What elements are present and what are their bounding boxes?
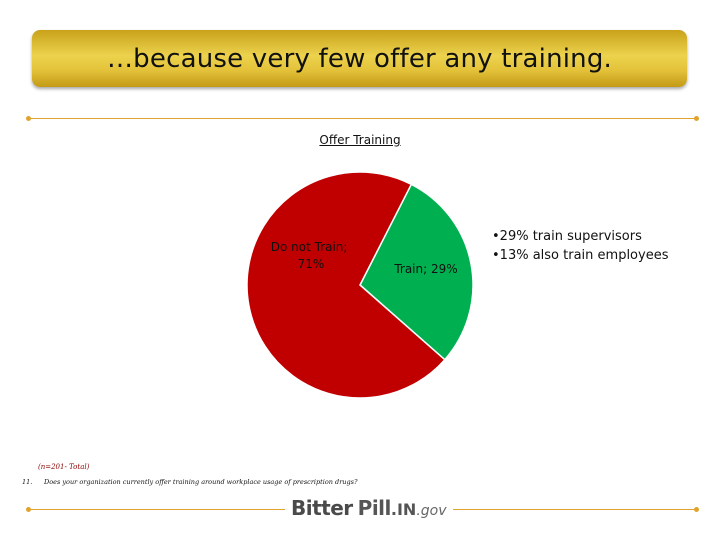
pie-slice-train [359,183,474,361]
logo-bitter: Bitter [291,496,353,520]
title-banner: …because very few offer any training. [32,30,687,87]
slice-label-train: Train; 29% [393,262,457,276]
question-number: 11. [22,478,33,486]
logo-in: .IN [390,500,417,519]
survey-question-note: 11. Does your organization currently offe… [22,478,357,486]
top-divider-left-dot [26,116,31,121]
pie-slices [246,171,474,399]
sample-size-note: (n=201- Total) [38,463,90,471]
top-divider-right-dot [694,116,699,121]
bitterpill-logo: Bitter Pill .IN .gov [285,496,453,524]
bottom-divider-right-dot [694,507,699,512]
logo-pill: Pill [357,496,392,520]
top-divider [28,118,698,119]
question-text: Does your organization currently offer t… [44,478,358,486]
chart-title: Offer Training [319,133,401,147]
pie-slice-do-not-train [246,171,446,399]
bullet-item: 13% also train employees [492,246,669,265]
bottom-divider-left-dot [26,507,31,512]
logo-gov: .gov [416,503,447,519]
bullet-item: 29% train supervisors [492,227,668,246]
slice-label-do-not-train: Do not Train; 71% [271,240,352,271]
page-title: …because very few offer any training. [106,43,613,74]
bullet-list: 29% train supervisors 13% also train emp… [492,227,669,265]
